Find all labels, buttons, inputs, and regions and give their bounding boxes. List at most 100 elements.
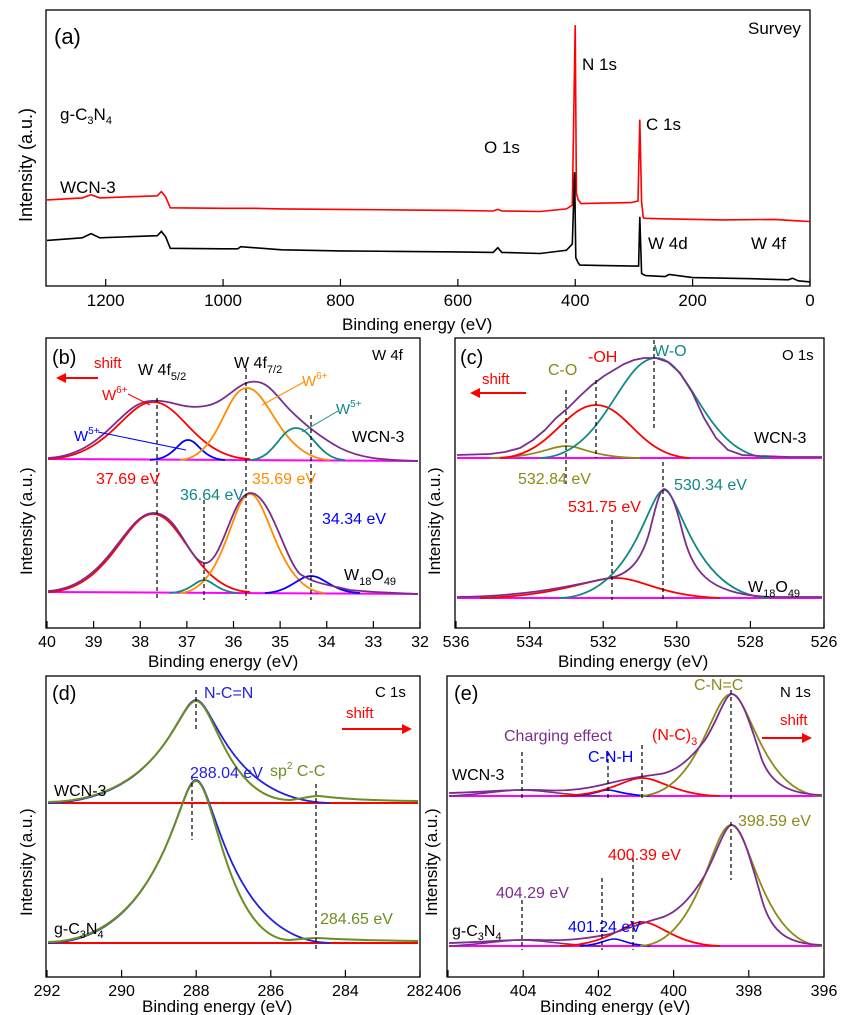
x-tick-label: 32 — [411, 634, 429, 651]
fit-nc3-wcn3 — [559, 777, 721, 797]
x-tick-label: 1200 — [87, 291, 125, 310]
panel-b-ticks: 40 39 38 37 36 35 34 33 32 — [38, 621, 429, 651]
annotation-gc3n4-e: g-C3N4 — [452, 923, 502, 943]
shift-arrowhead-c — [470, 388, 480, 398]
shift-arrowhead-b — [56, 373, 66, 383]
annotation-gc3n4-d: g-C3N4 — [54, 921, 104, 941]
x-tick-label: 282 — [407, 983, 434, 1000]
annotation-shift-e: shift — [780, 712, 808, 729]
panel-c-label: (c) — [460, 347, 483, 369]
panel-e-ticks: 406 404 402 400 398 396 — [435, 970, 838, 1000]
fit-w6-72-w18o49 — [179, 493, 326, 594]
x-tick-label: 800 — [326, 291, 354, 310]
panel-e-frame — [446, 675, 825, 978]
annotation-w6-left: W6+ — [102, 385, 128, 404]
x-tick-label: 37 — [178, 634, 196, 651]
annotation-oh: -OH — [588, 349, 617, 366]
fit-w5-52-wcn3 — [149, 439, 226, 461]
legend-wcn-3: WCN-3 — [60, 178, 116, 197]
x-tick-label: 532 — [590, 634, 617, 651]
annotation-w4f72: W 4f7/2 — [234, 355, 282, 376]
x-tick-label: 36 — [225, 634, 243, 651]
x-tick-label: 288 — [183, 983, 210, 1000]
panel-a-ticks: 1200 1000 800 600 400 200 0 — [87, 279, 815, 310]
peak-label-398.59: 398.59 eV — [738, 813, 811, 830]
panel-b-xlabel: Binding energy (eV) — [148, 652, 298, 671]
fit-nc3-gc3n4 — [559, 921, 721, 947]
x-tick-label: 35 — [271, 634, 289, 651]
annotation-wcn3-e: WCN-3 — [452, 767, 505, 784]
panel-e-xlabel: Binding energy (eV) — [540, 997, 690, 1015]
annotation-wo: W-O — [654, 343, 687, 360]
panel-e-title: N 1s — [780, 684, 811, 701]
panel-a-title: Survey — [748, 19, 801, 38]
envelope-w18o49 — [47, 492, 419, 595]
peak-label-34.34: 34.34 eV — [322, 511, 386, 528]
annotation-shift-d: shift — [346, 705, 374, 722]
x-tick-label: 402 — [585, 983, 612, 1000]
peak-label-36.64: 36.64 eV — [180, 487, 244, 504]
peak-label-400.39: 400.39 eV — [608, 847, 681, 864]
annotation-o1s: O 1s — [484, 138, 520, 157]
x-tick-label: 526 — [811, 634, 838, 651]
x-tick-label: 33 — [364, 634, 382, 651]
annotation-nc3: (N-C)3 — [652, 727, 697, 748]
panel-c-ylabel: Intensity (a.u.) — [425, 467, 444, 575]
envelope-wcn3-e — [448, 693, 823, 796]
panel-a-label: (a) — [54, 24, 81, 49]
panel-b: (b) W 4f Intensity (a.u.) Binding energy… — [17, 337, 429, 671]
annotation-n1s: N 1s — [582, 55, 617, 74]
x-tick-label: 406 — [435, 983, 462, 1000]
annotation-ncn: N-C=N — [204, 685, 253, 702]
panel-a-frame — [45, 9, 811, 287]
x-tick-label: 38 — [131, 634, 149, 651]
annotation-w18o49-c: W18O49 — [748, 579, 800, 600]
panel-e-ylabel: Intensity (a.u.) — [422, 808, 441, 916]
series-line-g-c3n4 — [46, 25, 811, 223]
panel-c-xlabel: Binding energy (eV) — [558, 652, 708, 671]
annotation-charging-effect: Charging effect — [504, 728, 613, 745]
annotation-shift-b: shift — [94, 355, 122, 372]
shift-arrowhead-e — [802, 733, 812, 743]
panel-d-ticks: 292 290 288 286 284 282 — [34, 970, 434, 1000]
fit-w6-72-wcn3 — [179, 387, 331, 461]
annotation-co: C-O — [548, 362, 577, 379]
pointer-w6-right — [261, 381, 305, 406]
annotation-sp2cc: sp2 C-C — [270, 761, 325, 780]
shift-arrowhead-d — [402, 724, 412, 734]
x-tick-label: 400 — [660, 983, 687, 1000]
x-tick-label: 286 — [257, 983, 284, 1000]
x-tick-label: 534 — [516, 634, 543, 651]
panel-d-xlabel: Binding energy (eV) — [142, 997, 292, 1015]
panel-b-title: W 4f — [372, 347, 404, 364]
annotation-w6-right: W6+ — [302, 371, 328, 390]
x-tick-label: 528 — [737, 634, 764, 651]
envelope-gc3n4-e — [448, 824, 823, 946]
annotation-w18o49-b: W18O49 — [344, 567, 396, 588]
pointer-w5-left — [97, 431, 187, 451]
annotation-cnh: C-N-H — [588, 749, 633, 766]
annotation-wcn3-d: WCN-3 — [54, 783, 107, 800]
panel-b-ylabel: Intensity (a.u.) — [17, 467, 36, 575]
x-tick-label: 34 — [318, 634, 336, 651]
envelope-ncn-wcn3 — [47, 699, 419, 803]
x-tick-label: 40 — [38, 634, 56, 651]
annotation-c1s: C 1s — [646, 115, 681, 134]
panel-c-frame — [454, 337, 825, 629]
fit-wo-w18o49 — [559, 489, 771, 599]
annotation-w4f52: W 4f5/2 — [138, 362, 186, 383]
peak-label-401.24: 401.24 eV — [568, 919, 641, 936]
fit-cnh-gc3n4 — [579, 938, 651, 947]
annotation-wcn3-c: WCN-3 — [754, 430, 807, 447]
fit-cnc-wcn3 — [639, 693, 823, 797]
x-tick-label: 600 — [444, 291, 472, 310]
baseline-wcn3 — [47, 458, 419, 462]
x-tick-label: 400 — [561, 291, 589, 310]
peak-label-531.75: 531.75 eV — [568, 499, 641, 516]
annotation-w5-right: W5+ — [336, 399, 362, 418]
x-tick-label: 396 — [811, 983, 838, 1000]
fit-ncn-gc3n4 — [47, 779, 331, 944]
envelope-wcn3-c — [456, 357, 822, 458]
panel-c-ticks: 536 534 532 530 528 526 — [443, 621, 838, 651]
